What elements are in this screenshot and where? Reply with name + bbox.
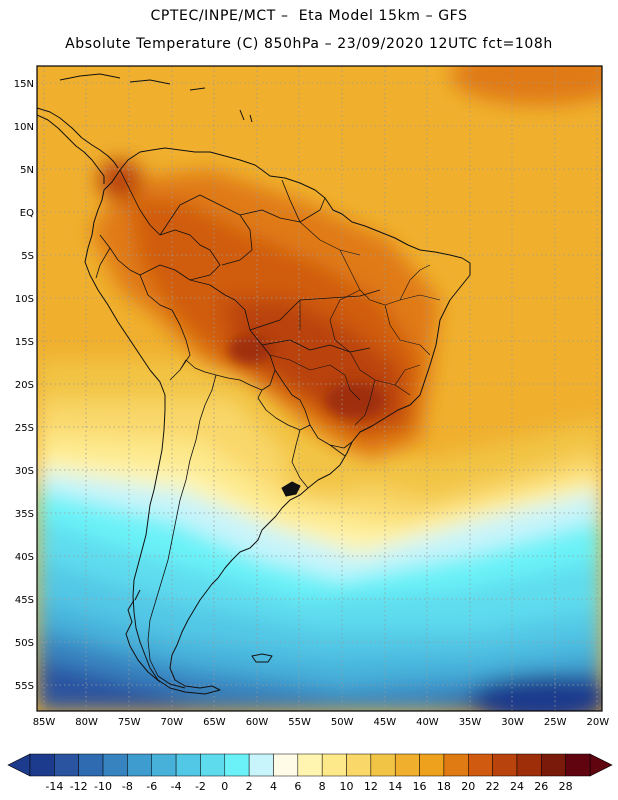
colorbar-swatch [321,753,347,777]
colorbar-level-label: -12 [70,780,88,793]
band-minus8c [37,630,602,711]
colorbar-swatch [102,753,128,777]
lon-label: 80W [75,717,98,728]
lat-label: 30S [15,466,34,477]
colorbar-swatch [78,753,104,777]
colorbar-swatch [541,753,566,777]
lat-label: 15S [15,337,34,348]
colorbar-swatch [346,753,372,777]
warm-spot-colombia [98,160,142,200]
colorbar-level-label: 16 [413,780,427,793]
band-minus12c-west [37,660,360,711]
colorbar-level-label: 12 [364,780,378,793]
colorbar-level-label: 2 [246,780,253,793]
warm-core-28c-west [228,336,272,364]
colorbar-swatch [419,753,445,777]
colorbar-swatch [297,753,323,777]
colorbar-level-label: -14 [45,780,63,793]
lon-label: 75W [118,717,141,728]
colorbar-swatch [394,753,420,777]
lat-label: EQ [20,208,34,219]
colorbar-level-label: 6 [294,780,301,793]
lat-label: 10N [14,122,34,133]
warm-core-28c [325,382,385,418]
lon-label: 30W [501,717,524,728]
colorbar-level-label: 4 [270,780,277,793]
caribbean-islands [59,73,253,123]
colorbar-swatch [224,753,250,777]
colorbar-overflow-arrow [589,753,613,777]
chile-archipelago [125,589,186,689]
colorbar: -14 -12 -10 -8 -6 -4 -2 0 2 4 6 8 10 12 14 16 18 20 22 24 26… [7,753,613,793]
colorbar-swatch [443,753,469,777]
colorbar-level-label: -6 [146,780,157,793]
colorbar-level-label: 0 [221,780,228,793]
colorbar-swatch [516,753,542,777]
colorbar-swatch [127,753,152,777]
lon-label: 25W [544,717,567,728]
coastlines-and-borders [37,73,471,695]
colorbar-swatch [29,753,55,777]
map-title-line-1: CPTEC/INPE/MCT – Eta Model 15km – GFS [150,8,468,24]
axis-labels: 15N 10N 5N EQ 5S 10S 15S 20S 25S 30S 35S 40S 45S 50S 5… [14,79,609,728]
lagoa-dos-patos [281,481,301,497]
lat-label: 15N [14,79,34,90]
lon-label: 55W [288,717,311,728]
lon-label: 70W [160,717,183,728]
colorbar-level-label: 20 [461,780,475,793]
colorbar-level-label: 10 [340,780,354,793]
cold-core-southeast [470,675,602,711]
national-borders [95,169,381,677]
brazil-state-lines [269,221,441,426]
lon-label: 35W [459,717,482,728]
lat-label: 40S [15,552,34,563]
colorbar-level-label: 22 [486,780,500,793]
colorbar-level-label: -4 [171,780,182,793]
colorbar-level-label: 24 [510,780,524,793]
colorbar-level-label: -10 [94,780,112,793]
colorbar-underflow-arrow [7,753,31,777]
colorbar-level-label: -2 [195,780,206,793]
warm-patch-northeast [450,66,602,105]
lat-label: 35S [15,509,34,520]
colorbar-swatch [200,753,226,777]
lon-label: 45W [373,717,396,728]
colorbar-swatch [54,753,79,777]
lat-label: 5N [20,165,34,176]
colorbar-swatch [175,753,201,777]
colorbar-swatch [151,753,177,777]
colorbar-swatch [492,753,518,777]
colorbar-swatch [273,753,299,777]
lat-label: 20S [15,380,34,391]
lat-label: 25S [15,423,34,434]
lat-label: 45S [15,595,34,606]
colorbar-swatch [370,753,396,777]
lon-label: 20W [586,717,609,728]
colorbar-swatch [468,753,493,777]
map-title-line-2: Absolute Temperature (C) 850hPa – 23/09/… [65,36,553,52]
lon-label: 60W [246,717,269,728]
lat-label: 55S [15,681,34,692]
lat-label: 50S [15,638,34,649]
lat-label: 10S [15,294,34,305]
south-america-coastline [84,147,471,695]
plot-frame [36,65,603,712]
colorbar-level-label: -8 [122,780,133,793]
lon-label: 50W [331,717,354,728]
colorbar-level-label: 26 [534,780,548,793]
lat-label: 5S [21,251,34,262]
lon-label: 85W [33,717,56,728]
lon-label: 65W [203,717,226,728]
colorbar-swatch [248,753,274,777]
central-america-coastline [37,107,119,184]
colorbar-level-label: 14 [388,780,402,793]
colorbar-swatch [565,753,591,777]
colorbar-level-label: 8 [319,780,326,793]
temperature-field [37,66,602,711]
lon-label: 40W [416,717,439,728]
colorbar-level-label: 28 [559,780,573,793]
colorbar-level-label: 18 [437,780,451,793]
falkland-islands [251,653,273,663]
